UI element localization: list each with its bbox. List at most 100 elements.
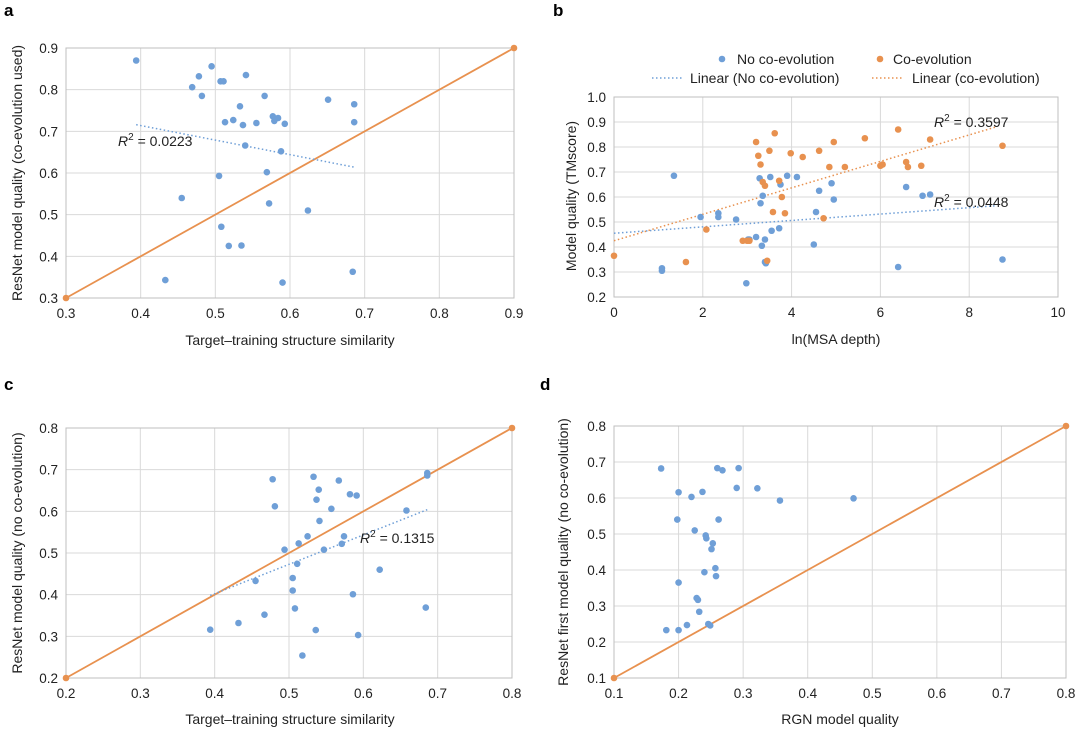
x-tick-label: 0.4: [798, 686, 817, 701]
data-point-co-evolution: [763, 257, 771, 265]
x-tick-label: 0.1: [605, 686, 624, 701]
x-tick-label: 0.6: [281, 306, 300, 321]
data-point-points: [253, 119, 260, 127]
data-point-points: [683, 621, 691, 629]
data-point-points: [701, 568, 708, 576]
data-point-no-co-evolution: [658, 267, 666, 275]
data-point-co-evolution: [755, 152, 762, 160]
x-tick-label: 0.8: [1057, 686, 1076, 701]
panel-d-y-tick-labels: 0.1 0.2 0.3 0.4 0.5 0.6 0.7 0.8: [587, 419, 606, 686]
legend-label-linear-no-coevolution: Linear (No co-evolution): [690, 70, 839, 86]
data-point-points: [709, 540, 717, 547]
y-tick-label: 0.8: [39, 83, 58, 98]
panel-b-y-axis-title: Model quality (TMscore): [563, 121, 579, 271]
trendline-trend: [136, 123, 355, 168]
y-tick-label: 0.2: [587, 290, 606, 305]
trendline-linear-co-evolution-: [613, 126, 997, 242]
panel-d-x-tick-labels: 0.1 0.2 0.3 0.4 0.5 0.6 0.7 0.8: [605, 686, 1076, 701]
data-point-co-evolution: [787, 149, 795, 157]
data-point-co-evolution: [766, 147, 773, 155]
r2-value: = 0.0448: [950, 194, 1009, 210]
r2-r: R: [934, 194, 944, 210]
data-point-co-evolution: [861, 134, 869, 142]
x-tick-label: 8: [965, 305, 973, 320]
data-point-points: [289, 587, 297, 594]
y-tick-label: 0.6: [587, 491, 606, 506]
y-tick-label: 0.3: [587, 599, 606, 614]
data-point-points: [215, 172, 223, 180]
panel-a-y-axis-title: ResNet model quality (co-evolution used): [9, 45, 25, 301]
panel-letter-a: a: [4, 1, 14, 20]
data-point-no-co-evolution: [783, 172, 791, 180]
data-point-points: [229, 116, 237, 124]
data-point-co-evolution: [830, 138, 838, 146]
data-point-points: [235, 619, 242, 627]
y-tick-label: 0.9: [39, 41, 58, 56]
panel-letter-d: d: [540, 375, 550, 394]
data-point-points: [754, 484, 761, 492]
legend-label-coevolution: Co-evolution: [893, 51, 972, 67]
panel-c-y-tick-labels: 0.2 0.3 0.4 0.5 0.6 0.7 0.8: [39, 421, 58, 686]
panel-d: d 0.10.20.30.40.50.60.70.8 0.1 0.2 0.3 0.4 0…: [540, 375, 1075, 727]
data-point-points: [289, 574, 297, 582]
data-point-points: [241, 142, 249, 149]
x-tick-label: 6: [877, 305, 885, 320]
data-point-points: [293, 560, 301, 568]
x-tick-label: 0.6: [927, 686, 946, 701]
data-point-points: [295, 540, 302, 547]
data-point-points: [188, 83, 196, 91]
data-point-co-evolution: [775, 177, 783, 185]
data-point-points: [706, 622, 714, 629]
data-point-co-evolution: [999, 142, 1006, 150]
panel-c: c 0.20.30.40.50.60.70.8 0.2 0.3 0.4 0.5 0.6 0…: [4, 375, 521, 727]
data-point-points: [316, 517, 323, 525]
panel-c-y-axis-title: ResNet model quality (no co-evolution): [9, 432, 25, 673]
y-tick-label: 0.7: [39, 463, 58, 478]
identity-line-endpoint: [62, 674, 70, 682]
y-tick-label: 0.5: [587, 527, 606, 542]
panel-letter-b: b: [553, 1, 563, 20]
panel-letter-c: c: [4, 375, 13, 394]
r2-value: = 0.3597: [950, 114, 1009, 130]
panel-b-legend: No co-evolution Co-evolution Linear (No …: [652, 51, 1040, 86]
data-point-points: [850, 495, 857, 502]
panel-b-lines: [613, 126, 997, 242]
r2-r: R: [934, 114, 944, 130]
x-tick-label: 0.5: [863, 686, 882, 701]
data-point-no-co-evolution: [697, 213, 704, 221]
data-point-points: [291, 605, 299, 612]
y-tick-label: 0.8: [587, 140, 606, 155]
data-point-points: [320, 546, 328, 553]
data-point-points: [338, 540, 346, 548]
data-point-points: [719, 466, 726, 474]
data-point-points: [403, 507, 410, 514]
data-point-no-co-evolution: [715, 213, 722, 221]
data-point-points: [315, 486, 323, 493]
data-point-no-co-evolution: [810, 241, 818, 248]
data-point-co-evolution: [894, 126, 902, 133]
panel-a-plot-frame: [65, 47, 515, 299]
data-point-points: [675, 626, 682, 634]
panel-a-points: [132, 57, 358, 286]
panel-b-r2-coevolution: R2 = 0.3597: [934, 113, 1009, 130]
data-point-points: [708, 545, 715, 553]
legend-marker-coevolution: [876, 55, 884, 63]
data-point-points: [269, 475, 276, 483]
data-point-points: [735, 464, 742, 472]
x-tick-label: 0.7: [355, 306, 374, 321]
x-tick-label: 0.7: [992, 686, 1011, 701]
identity-line: [65, 427, 513, 679]
panel-b-r2-no-coevolution: R2 = 0.0448: [934, 193, 1009, 210]
data-point-no-co-evolution: [766, 173, 774, 181]
data-point-co-evolution: [746, 237, 753, 245]
r2-r: R: [118, 133, 128, 149]
data-point-co-evolution: [761, 182, 769, 190]
x-tick-label: 0.5: [280, 686, 299, 701]
panel-c-r2-annotation: R2 = 0.1315: [360, 529, 435, 546]
data-point-points: [242, 71, 250, 79]
data-point-points: [694, 596, 702, 604]
data-point-points: [324, 96, 332, 103]
identity-line-endpoint: [610, 674, 618, 682]
trendline-trend: [209, 508, 428, 597]
